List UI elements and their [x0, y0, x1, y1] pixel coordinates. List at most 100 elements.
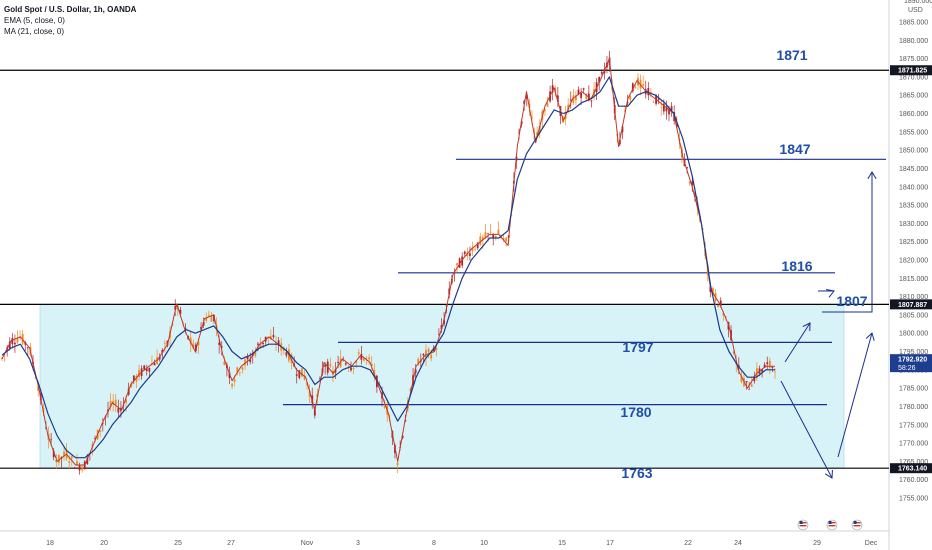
- y-tick-label: 1855.000: [899, 129, 928, 136]
- candle-body: [494, 236, 497, 238]
- y-tick-label: 1775.000: [899, 422, 928, 429]
- candle-body: [691, 181, 694, 186]
- candle-body: [70, 456, 73, 459]
- candle-body: [438, 334, 440, 335]
- candle-body: [626, 102, 629, 104]
- candle-body: [21, 333, 24, 344]
- candle-body: [303, 375, 306, 380]
- candle-body: [50, 439, 53, 441]
- candle-body: [363, 357, 365, 361]
- arrow-down: [780, 380, 833, 479]
- candle-body: [768, 360, 771, 368]
- candle-body: [670, 106, 673, 111]
- x-tick-label: 27: [227, 540, 235, 547]
- candle-body: [130, 383, 133, 388]
- candle-body: [650, 92, 652, 94]
- candle-body: [631, 83, 634, 92]
- arrow-down-head: [824, 469, 833, 479]
- candle-body: [370, 364, 373, 367]
- x-tick-label: Nov: [301, 540, 314, 547]
- candle-body: [254, 351, 257, 356]
- candle-body: [590, 100, 593, 102]
- arrow-target-head: [867, 171, 877, 180]
- candle-body: [409, 388, 412, 392]
- candle-body: [761, 369, 763, 372]
- price-badge: [890, 463, 932, 474]
- candle-body: [138, 369, 140, 377]
- candle-body: [55, 460, 58, 463]
- candle-body: [135, 375, 138, 382]
- level-annotation-1816: 1816: [781, 258, 812, 274]
- arrow-target: [822, 172, 873, 313]
- candle-body: [313, 407, 316, 416]
- y-tick-label: 1815.000: [899, 276, 928, 283]
- candle-body: [220, 346, 223, 348]
- candle-body: [763, 364, 766, 368]
- candle-body: [600, 71, 603, 74]
- candle-body: [355, 360, 358, 363]
- event-flag-canton: [828, 521, 832, 524]
- y-axis-unit: USD: [908, 7, 923, 14]
- candle-body: [68, 461, 71, 463]
- candle-body: [368, 357, 371, 360]
- legend-ema: EMA (5, close, 0): [4, 16, 65, 25]
- candle-body: [192, 343, 195, 349]
- x-tick-label: 10: [480, 540, 488, 547]
- candle-body: [308, 390, 311, 397]
- candle-body: [94, 438, 96, 439]
- candle-body: [171, 324, 174, 326]
- candle-body: [629, 95, 632, 100]
- candle-body: [158, 356, 161, 360]
- candle-body: [575, 95, 577, 101]
- candle-body: [536, 132, 539, 138]
- x-tick-label: 18: [46, 540, 54, 547]
- candle-body: [78, 465, 81, 471]
- candle-body: [272, 335, 275, 338]
- candle-body: [34, 377, 37, 379]
- candle-body: [114, 399, 117, 405]
- y-tick-label: 1780.000: [899, 404, 928, 411]
- candle-body: [745, 381, 748, 383]
- candle-body: [207, 314, 210, 316]
- arrow-up-long-head: [865, 332, 875, 341]
- chart-legend: Gold Spot / U.S. Dollar, 1h, OANDA EMA (…: [4, 4, 136, 37]
- price-badge: [890, 354, 932, 373]
- candle-body: [329, 364, 332, 367]
- x-tick-label: 17: [606, 540, 614, 547]
- level-annotation-1763: 1763: [621, 465, 652, 481]
- y-tick-label: 1810.000: [899, 294, 928, 301]
- candle-body: [259, 344, 262, 349]
- candle-body: [143, 365, 146, 370]
- candle-body: [657, 98, 660, 100]
- candle-body: [642, 84, 645, 86]
- candle-body: [210, 315, 213, 322]
- y-tick-label: 1840.000: [899, 184, 928, 191]
- candle-body: [712, 288, 714, 296]
- candle-body: [489, 231, 492, 233]
- candle-body: [357, 352, 360, 354]
- y-tick-label: 1835.000: [899, 203, 928, 210]
- level-annotation-1807: 1807: [836, 293, 867, 309]
- candle-body: [11, 338, 14, 345]
- y-tick-label: 1865.000: [899, 93, 928, 100]
- event-flag-icon: [797, 519, 809, 531]
- candle-body: [427, 348, 430, 352]
- candle-body: [244, 359, 246, 366]
- candle-body: [774, 371, 776, 373]
- candle-body: [236, 367, 239, 373]
- candle-body: [16, 338, 19, 343]
- candle-body: [339, 358, 342, 368]
- candle-body: [365, 357, 368, 359]
- candle-body: [732, 351, 735, 354]
- candle-body: [544, 109, 546, 112]
- candle-body: [81, 466, 84, 471]
- event-flag-canton: [853, 521, 857, 524]
- candle-body: [538, 126, 541, 133]
- candle-body: [401, 435, 404, 438]
- y-tick-label: 1760.000: [899, 477, 928, 484]
- y-tick-label: 1880.000: [899, 38, 928, 45]
- y-tick-label: 1830.000: [899, 221, 928, 228]
- price-badge: [890, 299, 932, 310]
- x-tick-label: 22: [684, 540, 692, 547]
